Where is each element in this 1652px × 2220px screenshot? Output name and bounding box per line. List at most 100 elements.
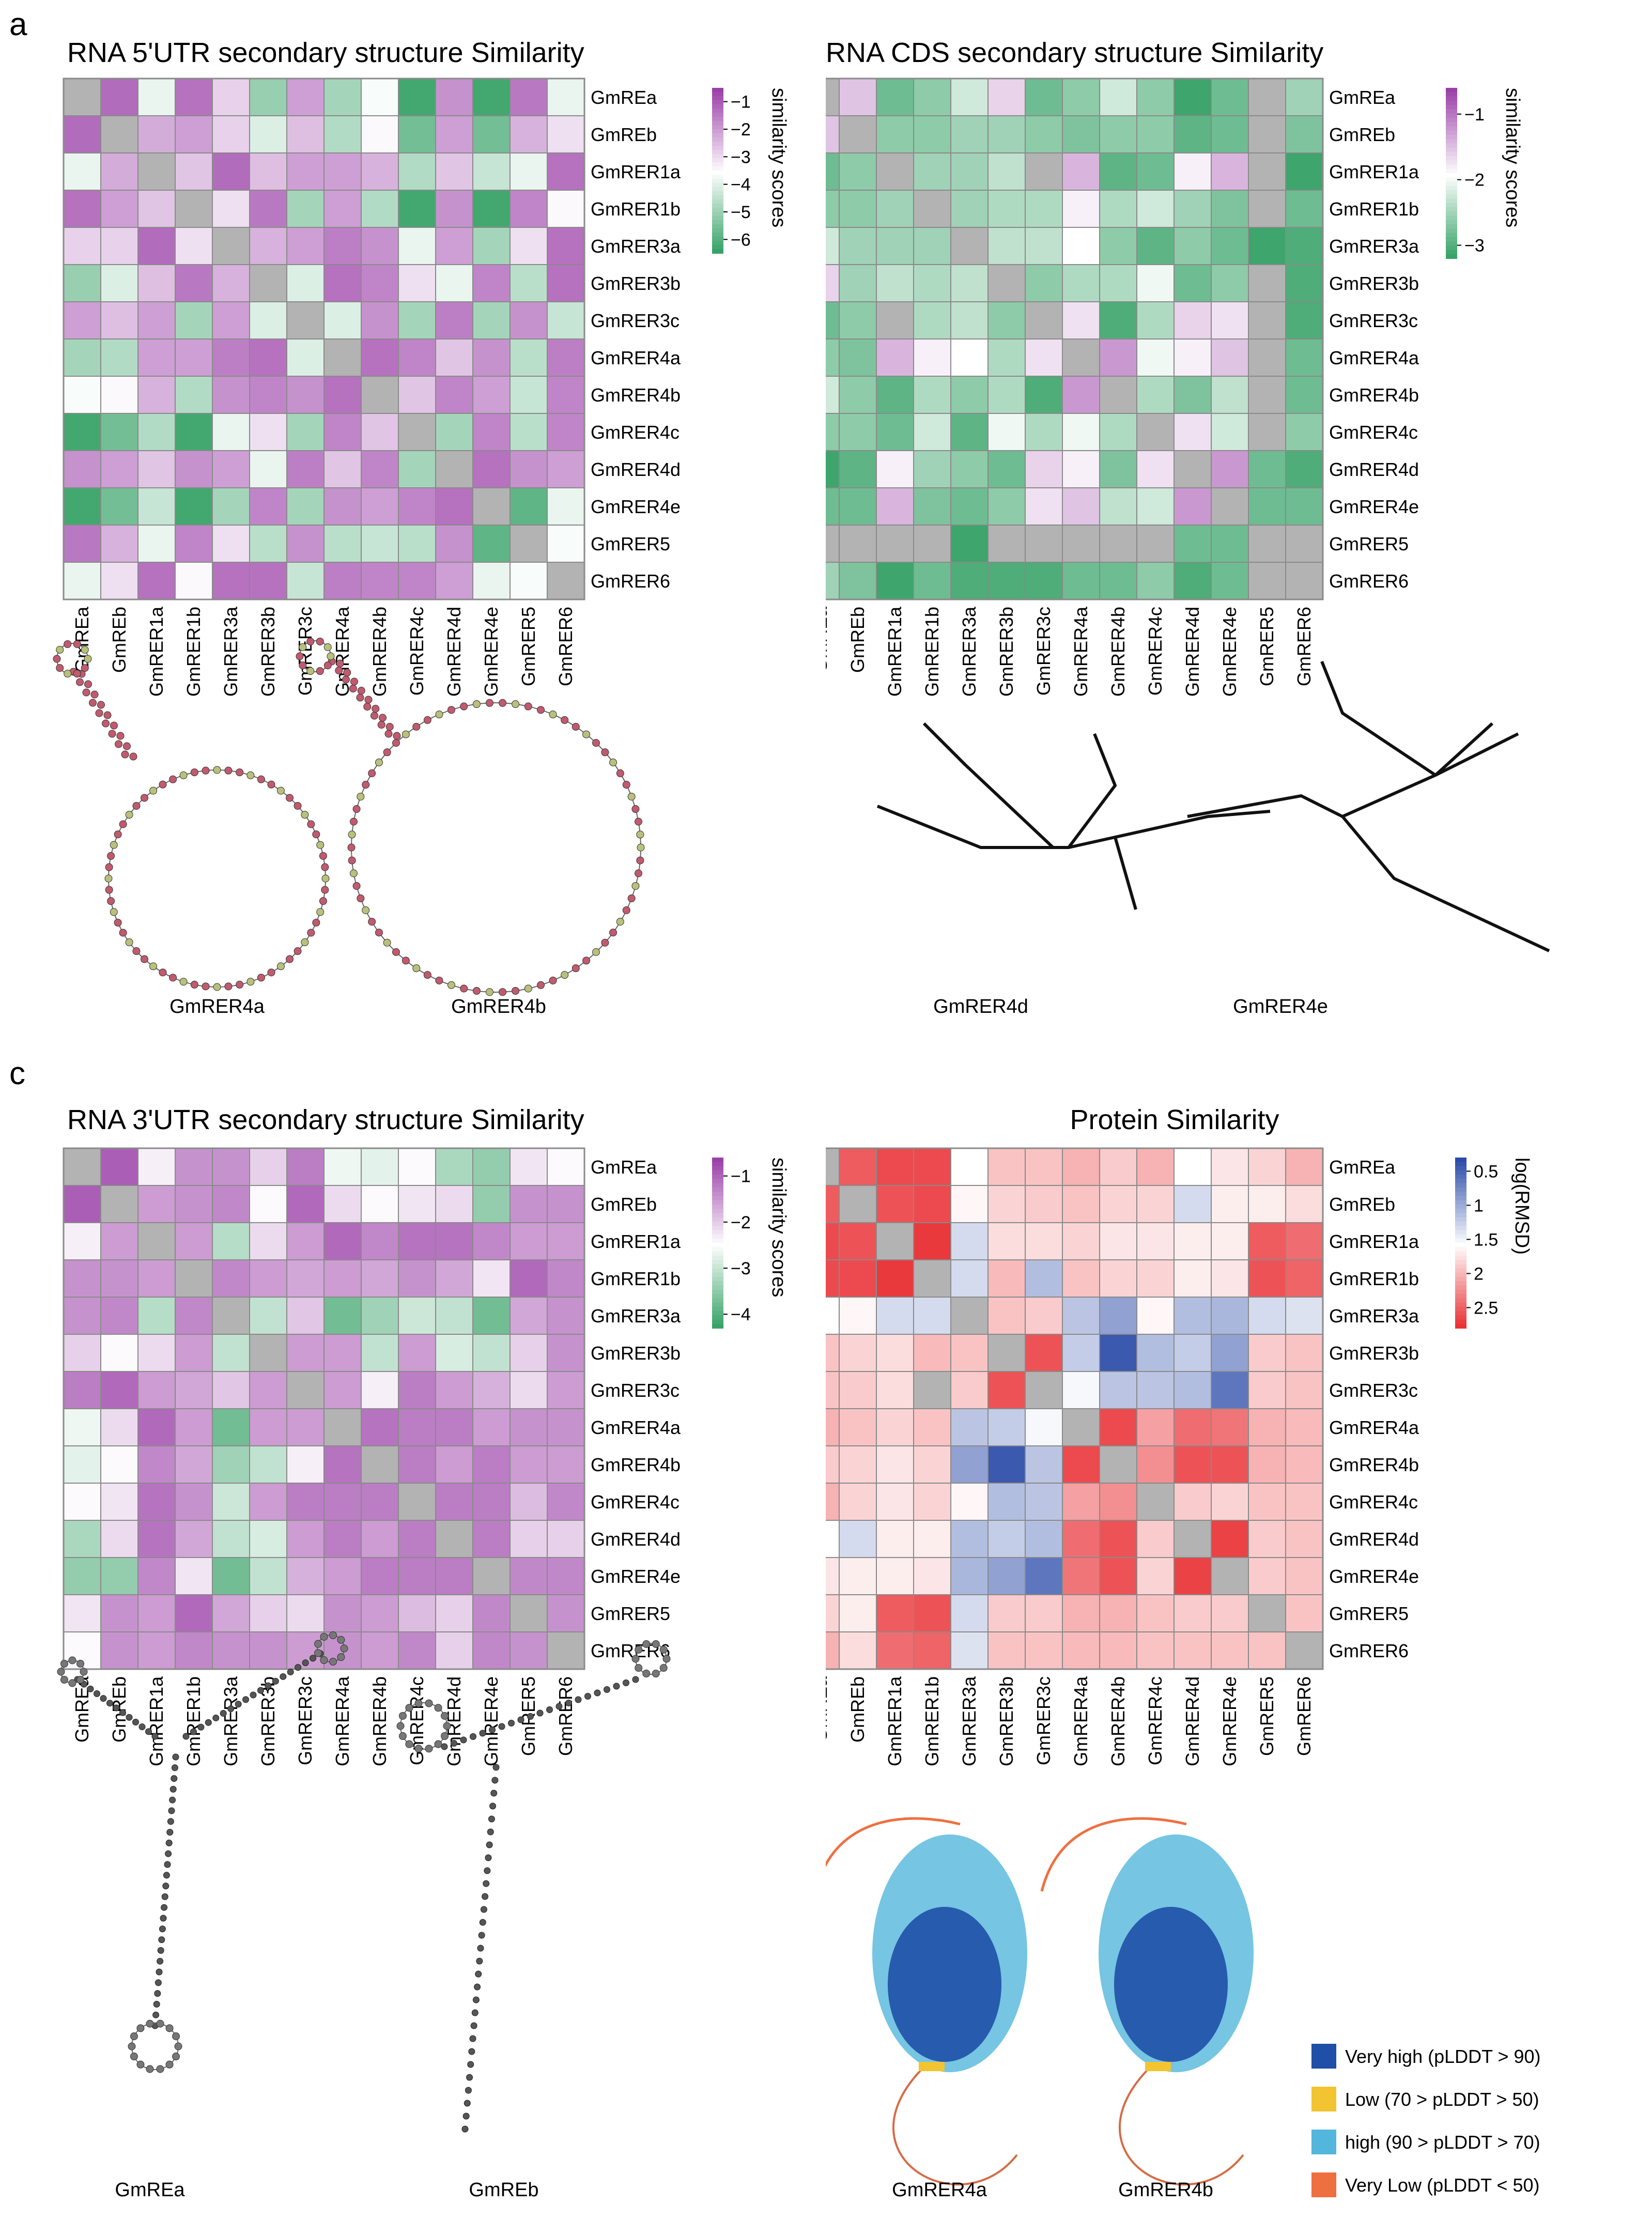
row-label: GmRER3b [591, 273, 681, 294]
heatmap-cell [63, 1408, 101, 1446]
heatmap-cell [876, 1631, 914, 1670]
heatmap-cell [950, 525, 989, 563]
heatmap-cell [435, 1445, 473, 1484]
row-label: GmREa [591, 1157, 657, 1178]
heatmap-cell [1062, 1445, 1100, 1484]
heatmap-cell [1025, 1445, 1063, 1484]
heatmap-cell [286, 525, 325, 563]
heatmap-cell [249, 1483, 287, 1521]
nucleotide [316, 908, 325, 916]
heatmap-cell [286, 115, 325, 153]
column-label: GmRER4e [481, 1676, 502, 1766]
colorbar-segment [712, 195, 723, 200]
heatmap-cell [398, 1371, 436, 1409]
nucleotide [84, 680, 92, 688]
row-label: GmRER4a [1329, 347, 1419, 368]
heatmap-cell [1174, 78, 1212, 116]
heatmap-cell [547, 1334, 585, 1372]
column-label: GmRER4a [1070, 606, 1091, 697]
heatmap-cell [212, 1185, 250, 1223]
heatmap-cell [1062, 1185, 1100, 1223]
column-label: GmRER3c [1033, 607, 1054, 696]
column-label: GmRER1b [921, 607, 943, 697]
heatmap-cell [1099, 1631, 1137, 1670]
heatmap-cell [286, 450, 325, 488]
heatmap-cell [950, 1297, 989, 1335]
colorbar-segment [712, 1277, 723, 1282]
colorbar-segment [1455, 1298, 1466, 1303]
column-label: GmRER6 [1293, 1676, 1315, 1756]
heatmap-c: GmREa GmREb GmRER1a GmRER1b GmRER3a GmRER3b Gm… [63, 1147, 681, 1766]
heatmap-cell [63, 1520, 101, 1558]
heatmap-cell [987, 78, 1026, 116]
heatmap-cell [510, 264, 548, 302]
colorbar-c: −1 −2 −3 −4 similarity scores [712, 1158, 790, 1329]
heatmap-cell [510, 1334, 548, 1372]
heatmap-cell [1285, 227, 1323, 265]
heatmap-cell [1285, 1631, 1323, 1670]
heatmap-cell [1174, 301, 1212, 340]
heatmap-cell [1174, 1557, 1212, 1595]
heatmap-cell [472, 115, 511, 153]
heatmap-cell [1099, 1594, 1137, 1632]
heatmap-cell [1062, 1222, 1100, 1260]
column-label: GmREa [826, 1676, 831, 1743]
colorbar-segment [712, 1323, 723, 1329]
heatmap-cell [435, 1557, 473, 1595]
heatmap-cell [323, 1297, 362, 1335]
nucleotide [489, 1802, 497, 1810]
nucleotide [60, 1676, 68, 1684]
nucleotide [485, 1854, 492, 1861]
column-label: GmREa [71, 606, 92, 673]
colorbar-segment [712, 241, 723, 245]
heatmap-cell [361, 525, 399, 563]
colorbar-segment [712, 1302, 723, 1307]
heatmap-cell [1099, 338, 1137, 377]
heatmap-cell [1211, 264, 1249, 302]
row-label: GmRER3b [591, 1343, 681, 1364]
colorbar-tick-label: −3 [1464, 236, 1485, 256]
heatmap-cell [913, 1483, 951, 1521]
heatmap-cell [1285, 115, 1323, 153]
heatmap-cell [1248, 562, 1286, 600]
colorbar-segment [712, 1268, 723, 1273]
heatmap-cell [1025, 1371, 1063, 1409]
heatmap-cell [435, 450, 473, 488]
heatmap-cell [361, 227, 399, 265]
heatmap-cell [987, 1483, 1026, 1521]
heatmap-cell [1174, 1483, 1212, 1521]
nucleotide [337, 1653, 345, 1661]
heatmap-cell [137, 301, 176, 340]
colorbar-segment [1446, 100, 1457, 105]
heatmap-cell [839, 1631, 877, 1670]
nucleotide [392, 948, 400, 956]
nucleotide [312, 918, 320, 927]
colorbar-segment [712, 1294, 723, 1299]
heatmap-cell [839, 1259, 877, 1298]
nucleotide [441, 1732, 449, 1740]
nucleotide [146, 2019, 154, 2028]
heatmap-cell [839, 1445, 877, 1484]
colorbar-segment [1446, 207, 1457, 212]
colorbar-segment [712, 125, 723, 130]
row-label: GmRER3b [1329, 273, 1419, 294]
heatmap-cell [212, 1259, 250, 1298]
column-label: GmRER5 [518, 607, 539, 686]
column-label: GmRER1b [183, 1676, 204, 1766]
heatmap-cell [361, 562, 399, 600]
heatmap-cell [801, 450, 840, 488]
heatmap-cell [175, 264, 213, 302]
nucleotide [434, 1704, 442, 1712]
heatmap-cell [1248, 1297, 1286, 1335]
heatmap-cell [323, 1185, 362, 1223]
heatmap-cell [472, 227, 511, 265]
heatmap-cell [323, 1222, 362, 1260]
colorbar-segment [712, 137, 723, 142]
nucleotide [119, 820, 127, 828]
colorbar-segment [1446, 254, 1457, 259]
nucleotide [294, 801, 302, 810]
heatmap-cell [1136, 487, 1175, 526]
nucleotide [272, 1677, 279, 1685]
heatmap-cell [249, 264, 287, 302]
structure-loop [108, 769, 326, 988]
